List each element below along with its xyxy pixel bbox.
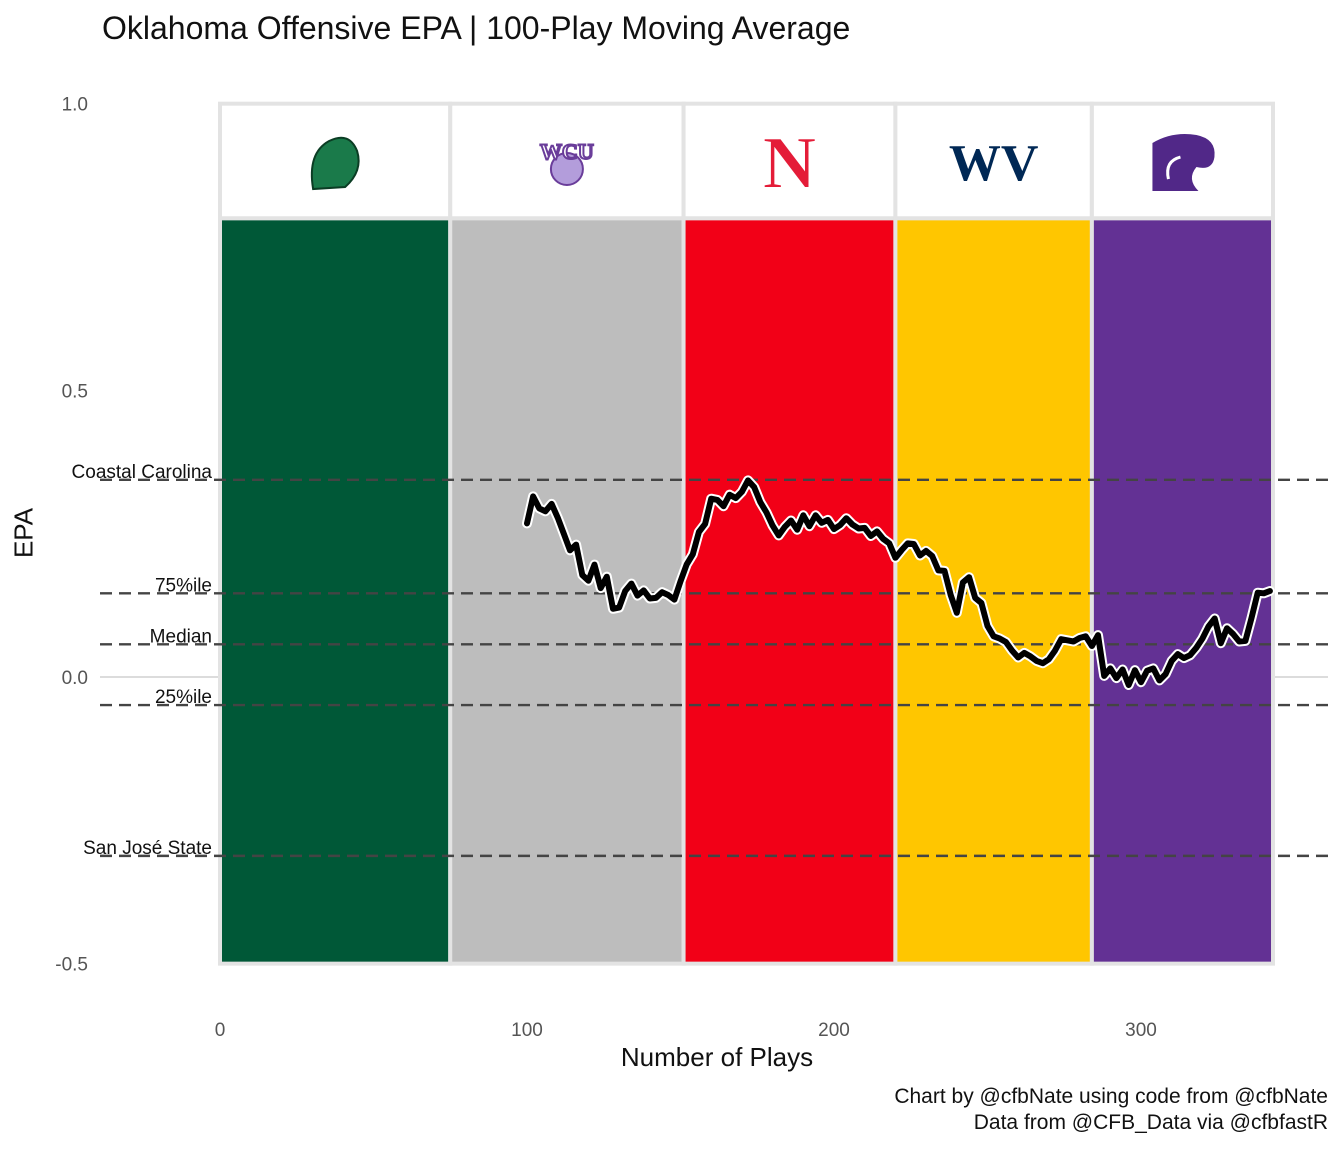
reference-line-2: 75%ile [100,575,1328,596]
x-tick-label: 100 [511,1020,543,1041]
reference-label: Coastal Carolina [72,462,213,483]
y-tick-label: 0.5 [62,381,88,402]
game-panel-4: WV [893,101,1094,966]
reference-line-3: Median [100,626,1328,647]
epa-moving-average-line [524,477,1273,688]
y-axis-title: EPA [8,507,39,559]
reference-label: San José State [83,838,212,859]
reference-label: 25%ile [155,687,212,708]
chart-title: Oklahoma Offensive EPA | 100-Play Moving… [102,10,851,46]
reference-label: Median [150,626,212,647]
reference-line-1: Coastal Carolina [72,462,1328,483]
tulane-green-wave-logo-icon [310,130,361,191]
wildcat-detail [1166,155,1181,180]
reference-line-4: 25%ile [100,687,1328,708]
x-tick-label: 300 [1125,1020,1157,1041]
game-bar [218,216,453,966]
x-axis-title: Number of Plays [620,1042,814,1072]
nebraska-n-logo-icon: N [762,122,816,205]
logo-text: N [763,123,816,205]
logo-band [893,101,1094,221]
y-tick-label: 1.0 [62,95,88,116]
logo-band [681,101,898,221]
game-bar [1089,216,1276,966]
x-tick-label: 0 [215,1020,226,1041]
caption-line-2: Data from @CFB_Data via @cfbfastR [973,1111,1328,1134]
game-panel-1 [218,101,453,966]
x-tick-label: 200 [818,1020,850,1041]
wcu-logo-text: WCU [540,139,594,164]
game-panel-5 [1089,101,1276,966]
west-virginia-wv-logo-icon: WV [949,135,1039,192]
game-panel-3: N [681,101,898,966]
wcu-catamounts-logo-icon: WCU [539,138,595,187]
y-tick-label: 0.0 [62,668,88,689]
y-tick-label: -0.5 [55,955,88,976]
reference-label: 75%ile [155,575,212,596]
kansas-state-wildcat-logo-icon [1152,134,1215,192]
caption-line-1: Chart by @cfbNate using code from @cfbNa… [894,1085,1328,1108]
game-bar [681,216,898,966]
reference-line-5: San José State [83,838,1328,859]
chart-caption: Chart by @cfbNate using code from @cfbNa… [894,1084,1328,1136]
tulane-wave-shape [310,136,360,191]
logo-text: WV [949,135,1039,192]
game-bar [893,216,1094,966]
wcu-cat-shape [549,152,584,187]
tulane-wave-crest [330,130,361,148]
